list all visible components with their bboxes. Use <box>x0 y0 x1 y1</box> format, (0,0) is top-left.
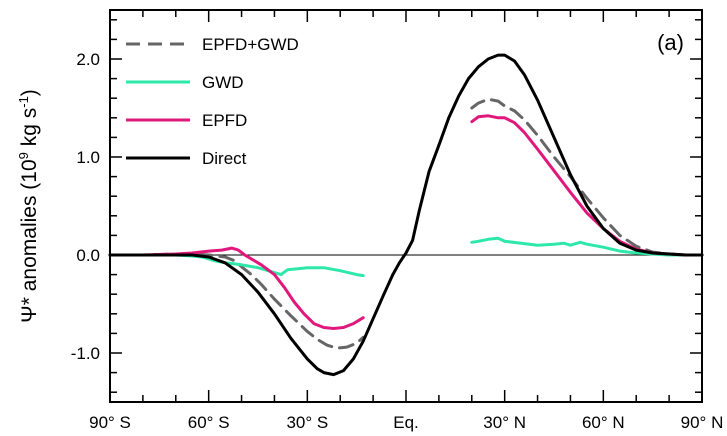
legend: EPFD+GWD GWD EPFD Direct <box>126 35 299 168</box>
y-tick-label: 2.0 <box>76 50 100 69</box>
y-tick-label: -1.0 <box>71 344 100 363</box>
series-line-segment <box>108 246 365 330</box>
series-line-segment <box>470 114 704 257</box>
plot-frame <box>109 9 703 403</box>
y-axis-label: Ψ* anomalies (109 kg s-1) <box>16 89 41 323</box>
legend-label: Direct <box>202 149 247 168</box>
series-epfd-gwd <box>108 97 704 350</box>
x-tick-label: 60° S <box>188 413 230 432</box>
legend-label: GWD <box>202 73 244 92</box>
y-axis-label-expm1: -1 <box>16 96 31 108</box>
y-tick-label: 0.0 <box>76 246 100 265</box>
panel-label: (a) <box>657 30 684 55</box>
legend-label: EPFD+GWD <box>202 35 299 54</box>
x-tick-label: 90° N <box>681 413 724 432</box>
x-tick-label: 60° N <box>582 413 625 432</box>
x-tick-label: Eq. <box>393 413 419 432</box>
x-tick-label: 30° N <box>483 413 526 432</box>
axis-ticks <box>109 10 703 402</box>
y-tick-labels: -1.0 0.0 1.0 2.0 <box>71 50 100 363</box>
series-group <box>108 53 704 377</box>
y-axis-label-exp9: 9 <box>16 152 31 159</box>
y-tick-label: 1.0 <box>76 148 100 167</box>
y-axis-label-suffix: ) <box>18 89 41 96</box>
x-tick-label: 30° S <box>286 413 328 432</box>
legend-label: EPFD <box>202 111 247 130</box>
series-direct <box>108 53 704 377</box>
y-axis-label-mid: kg s <box>18 108 41 152</box>
series-line-segment <box>470 97 704 257</box>
y-axis-label-prefix: Ψ* anomalies (10 <box>18 159 41 322</box>
series-epfd <box>108 114 704 330</box>
x-tick-label: 90° S <box>89 413 131 432</box>
series-line-segment <box>108 252 365 350</box>
x-tick-labels: 90° S 60° S 30° S Eq. 30° N 60° N 90° N <box>89 413 723 432</box>
series-line-segment <box>108 53 704 377</box>
